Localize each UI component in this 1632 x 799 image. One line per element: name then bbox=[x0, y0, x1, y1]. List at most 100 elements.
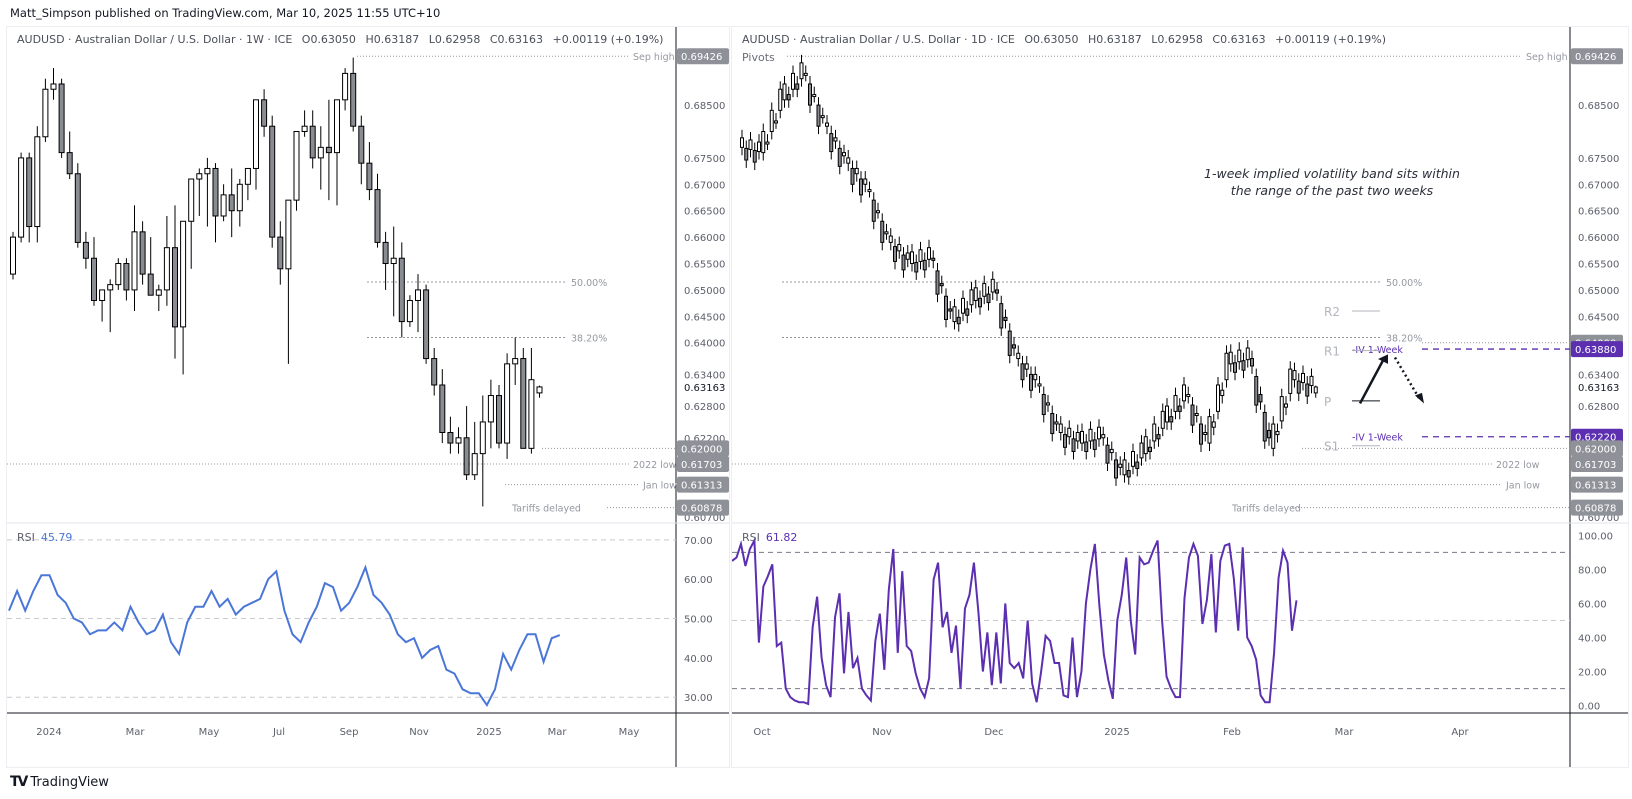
candle bbox=[999, 303, 1004, 329]
daily-chart-canvas[interactable]: 100.00 80.00 60.00 40.00 20.00 0.00 Oct Nov Dec 2… bbox=[732, 27, 1628, 767]
candle bbox=[1020, 363, 1025, 381]
candle bbox=[744, 147, 749, 161]
weekly-chart-canvas[interactable]: 70.00 60.00 50.00 40.00 30.00 2024 Mar May Jul Se… bbox=[7, 27, 729, 767]
chart-annotation-note: 1-week implied volatility band sits with… bbox=[1172, 165, 1492, 199]
sep-high-level-label: Sep high bbox=[633, 52, 675, 63]
candle bbox=[914, 261, 919, 273]
price-label[interactable]: 0.61313 bbox=[681, 481, 722, 492]
price-label[interactable]: 0.69426 bbox=[1575, 52, 1616, 63]
price-axis-tick: 0.62200 bbox=[684, 434, 725, 445]
up-arrow-icon bbox=[1358, 357, 1386, 405]
rsi-axis-tick: 40.00 bbox=[1578, 634, 1607, 645]
candle bbox=[795, 83, 800, 90]
candle bbox=[765, 141, 770, 145]
rsi-line bbox=[8, 564, 561, 708]
tradingview-logo[interactable]: TV TradingView bbox=[10, 774, 109, 790]
candle bbox=[220, 194, 227, 217]
price-axis-tick: 0.66000 bbox=[684, 233, 725, 244]
candle bbox=[1033, 373, 1038, 381]
candle bbox=[752, 150, 757, 163]
candle bbox=[431, 358, 438, 386]
price-axis-tick: 0.66000 bbox=[1578, 233, 1619, 244]
time-axis-tick[interactable]: Nov bbox=[409, 727, 429, 738]
candle bbox=[1245, 347, 1250, 361]
symbol-description[interactable]: AUDUSD · Australian Dollar / U.S. Dollar… bbox=[17, 33, 293, 46]
candle bbox=[791, 72, 795, 90]
candle bbox=[1194, 412, 1199, 416]
candle bbox=[26, 157, 33, 228]
time-axis-tick[interactable]: May bbox=[199, 727, 220, 738]
time-axis-tick[interactable]: Oct bbox=[753, 727, 770, 738]
candle bbox=[1122, 459, 1127, 476]
weekly-chart-panel[interactable]: 70.00 60.00 50.00 40.00 30.00 2024 Mar May Jul Se… bbox=[6, 26, 730, 768]
price-axis-tick: 0.68500 bbox=[684, 101, 725, 112]
candle bbox=[1169, 416, 1174, 423]
candle bbox=[850, 167, 855, 185]
time-axis-tick[interactable]: Mar bbox=[548, 727, 568, 738]
symbol-description[interactable]: AUDUSD · Australian Dollar / U.S. Dollar… bbox=[742, 33, 1015, 46]
weekly-rsi-legend[interactable]: RSI 45.79 bbox=[17, 531, 72, 544]
price-label[interactable]: 0.61703 bbox=[1575, 460, 1616, 471]
time-axis-tick[interactable]: Nov bbox=[872, 727, 892, 738]
candle bbox=[1258, 393, 1263, 403]
candle bbox=[761, 130, 766, 154]
price-label[interactable]: 0.60878 bbox=[681, 504, 722, 515]
candle bbox=[496, 395, 502, 444]
candle bbox=[536, 386, 543, 394]
time-axis-tick[interactable]: Dec bbox=[984, 727, 1003, 738]
price-label[interactable]: 0.62220 bbox=[1575, 433, 1616, 444]
price-change: +0.00119 (+0.19%) bbox=[552, 33, 664, 46]
price-axis-tick: 0.63400 bbox=[684, 370, 725, 381]
time-axis-tick[interactable]: 2025 bbox=[476, 727, 501, 738]
candle bbox=[1267, 429, 1271, 439]
candle bbox=[1143, 436, 1148, 455]
price-label-bg bbox=[1571, 476, 1623, 493]
candle bbox=[520, 358, 527, 449]
candle bbox=[334, 99, 340, 154]
price-label[interactable]: 0.63880 bbox=[1575, 345, 1616, 356]
price-label[interactable]: 0.62000 bbox=[1575, 444, 1616, 455]
candle bbox=[973, 287, 978, 301]
candle bbox=[309, 125, 316, 159]
down-arrow-icon bbox=[1393, 356, 1422, 401]
pivot-label-s1: S1 bbox=[1324, 440, 1339, 454]
last-price-tick: 0.63163 bbox=[684, 383, 725, 394]
time-axis-tick[interactable]: Jul bbox=[272, 727, 285, 738]
time-axis-tick[interactable]: Mar bbox=[126, 727, 146, 738]
price-label[interactable]: 0.62000 bbox=[681, 444, 722, 455]
candle bbox=[382, 241, 389, 265]
daily-rsi-legend[interactable]: RSI 61.82 bbox=[742, 531, 797, 544]
candle bbox=[342, 72, 349, 101]
candle bbox=[18, 157, 25, 238]
time-axis-tick[interactable]: Apr bbox=[1451, 727, 1469, 738]
candle bbox=[1088, 428, 1093, 442]
candle bbox=[58, 83, 65, 154]
time-axis-tick[interactable]: Sep bbox=[340, 727, 359, 738]
candle bbox=[1241, 360, 1246, 371]
time-axis-tick[interactable]: May bbox=[619, 727, 640, 738]
price-axis-tick: 0.64500 bbox=[1578, 312, 1619, 323]
price-label[interactable]: 0.69426 bbox=[681, 52, 722, 63]
time-axis-tick[interactable]: 2024 bbox=[36, 727, 61, 738]
candle bbox=[965, 308, 970, 316]
pivots-indicator-label[interactable]: Pivots bbox=[742, 51, 775, 64]
price-label[interactable]: 0.61703 bbox=[681, 460, 722, 471]
price-label[interactable]: 0.60878 bbox=[1575, 504, 1616, 515]
candle bbox=[415, 289, 421, 301]
level-jan-low-label: Jan low bbox=[1505, 481, 1540, 492]
time-axis-tick[interactable]: Mar bbox=[1335, 727, 1355, 738]
price-axis-tick: 0.67000 bbox=[1578, 180, 1619, 191]
candle bbox=[42, 88, 49, 138]
candle bbox=[285, 199, 292, 270]
candle bbox=[1203, 432, 1208, 436]
candle bbox=[512, 358, 519, 365]
price-label[interactable]: 0.61313 bbox=[1575, 481, 1616, 492]
candle bbox=[123, 263, 130, 291]
up-arrow-head-icon bbox=[1378, 354, 1388, 364]
daily-chart-panel[interactable]: 100.00 80.00 60.00 40.00 20.00 0.00 Oct Nov Dec 2… bbox=[731, 26, 1629, 768]
candle bbox=[1109, 448, 1114, 454]
candle bbox=[1237, 349, 1242, 363]
time-axis-tick[interactable]: 2025 bbox=[1104, 727, 1129, 738]
time-axis-tick[interactable]: Feb bbox=[1223, 727, 1241, 738]
candle bbox=[952, 306, 957, 323]
